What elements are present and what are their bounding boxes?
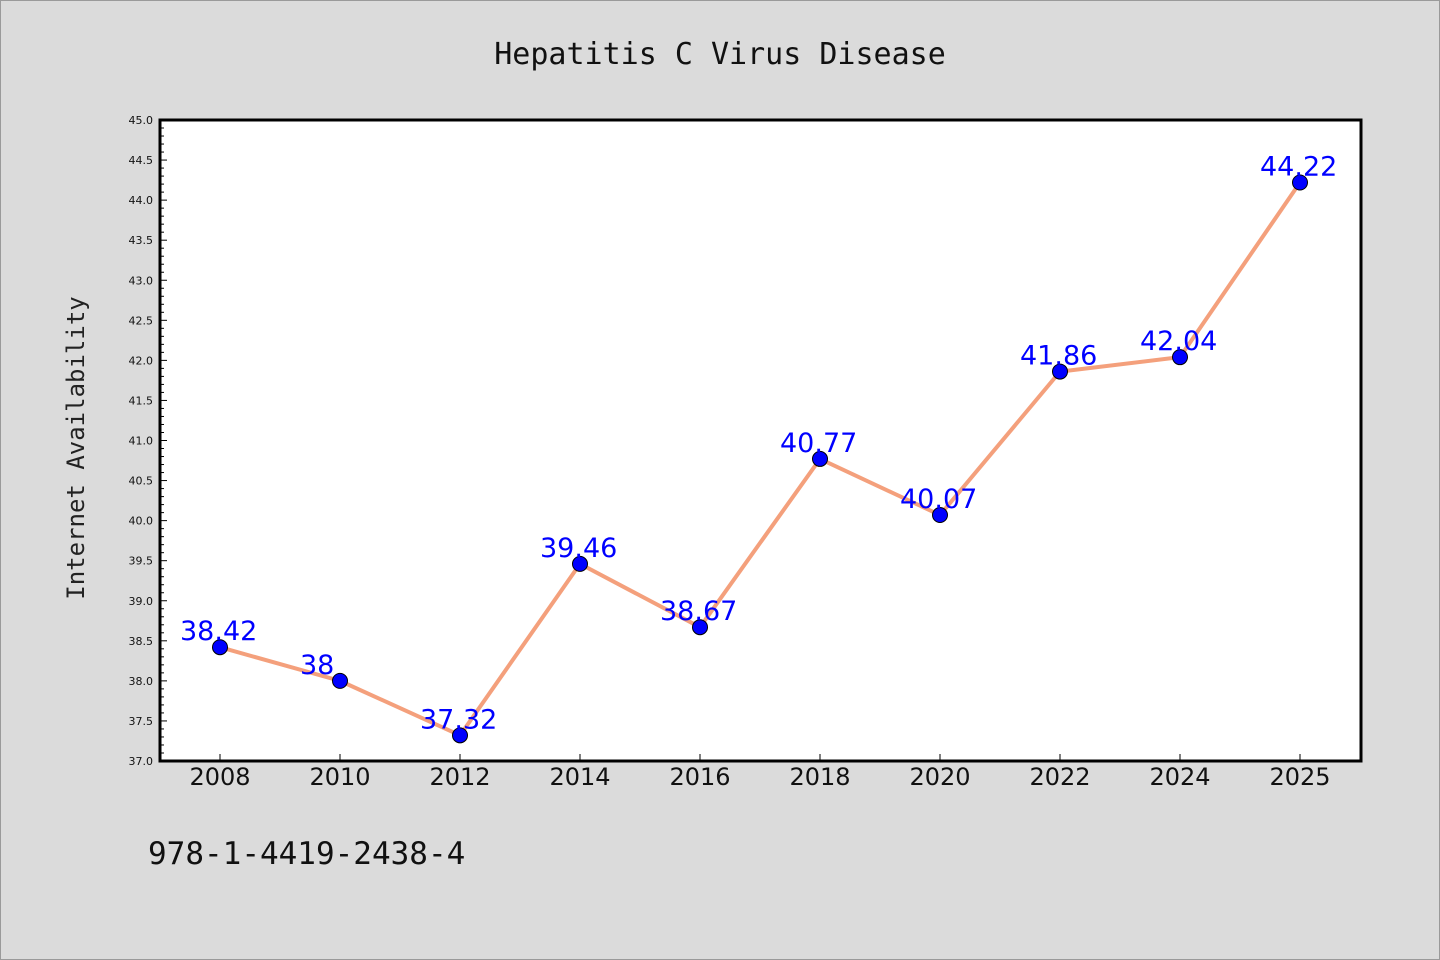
y-tick-label: 44.5 (129, 154, 154, 167)
y-tick-label: 44.0 (129, 194, 154, 207)
y-tick-label: 37.0 (129, 755, 154, 768)
y-tick-label: 39.5 (129, 555, 154, 568)
x-tick-label: 2020 (909, 763, 970, 791)
data-point (212, 639, 228, 656)
y-tick-label: 41.5 (129, 394, 154, 407)
x-tick-label: 2008 (189, 763, 250, 791)
y-tick-label: 40.5 (129, 475, 154, 488)
data-label: 40.77 (780, 428, 857, 459)
data-label: 41.86 (1020, 341, 1097, 372)
x-tick-label: 2012 (429, 763, 490, 791)
y-axis: 37.0 37.5 38.0 38.5 39.0 39.5 40.0 40.5 41.0 41.5… (129, 114, 167, 768)
data-point (812, 450, 828, 467)
x-axis: 2008 2010 2012 2014 2016 2018 2020 2022 2024 2025 (189, 754, 1331, 791)
x-tick-label: 2010 (309, 763, 370, 791)
x-tick-label: 2025 (1269, 763, 1330, 791)
data-label: 38 (300, 650, 334, 681)
data-label: 44.22 (1260, 151, 1337, 182)
data-label: 38.67 (660, 596, 737, 627)
data-point (1172, 349, 1188, 366)
y-tick-label: 43.0 (129, 274, 154, 287)
y-tick-label: 45.0 (129, 114, 154, 127)
y-tick-label: 43.5 (129, 234, 154, 247)
y-tick-label: 38.0 (129, 675, 154, 688)
data-label: 40.07 (900, 484, 977, 515)
data-label: 38.42 (180, 616, 257, 647)
y-tick-label: 38.5 (129, 635, 154, 648)
data-point (332, 672, 348, 689)
y-tick-label: 42.5 (129, 314, 154, 327)
y-tick-label: 41.0 (129, 435, 154, 448)
data-label: 42.04 (1140, 326, 1217, 357)
y-tick-label: 37.5 (129, 715, 154, 728)
x-tick-label: 2022 (1029, 763, 1090, 791)
y-axis-label: Internet Availability (62, 296, 90, 599)
data-label: 37.32 (420, 704, 497, 735)
data-point (1052, 363, 1068, 380)
data-labels: 38.42 38 37.32 39.46 38.67 40.77 40.07 41.86 42.… (180, 151, 1337, 735)
chart-title: Hepatitis C Virus Disease (494, 37, 946, 72)
data-label: 39.46 (540, 533, 617, 564)
y-tick-label: 39.0 (129, 595, 154, 608)
x-tick-label: 2024 (1149, 763, 1210, 791)
data-point (932, 507, 948, 524)
data-point (1292, 174, 1308, 191)
x-tick-label: 2016 (669, 763, 730, 791)
series-layer (212, 174, 1308, 744)
x-tick-label: 2018 (789, 763, 850, 791)
data-point (692, 619, 708, 636)
plot-area (158, 118, 1363, 763)
data-point (572, 555, 588, 572)
data-point (452, 727, 468, 744)
x-tick-label: 2014 (549, 763, 610, 791)
y-tick-label: 40.0 (129, 515, 154, 528)
y-tick-label: 42.0 (129, 354, 154, 367)
series-line (218, 180, 1302, 738)
isbn-text: 978-1-4419-2438-4 (148, 836, 465, 872)
